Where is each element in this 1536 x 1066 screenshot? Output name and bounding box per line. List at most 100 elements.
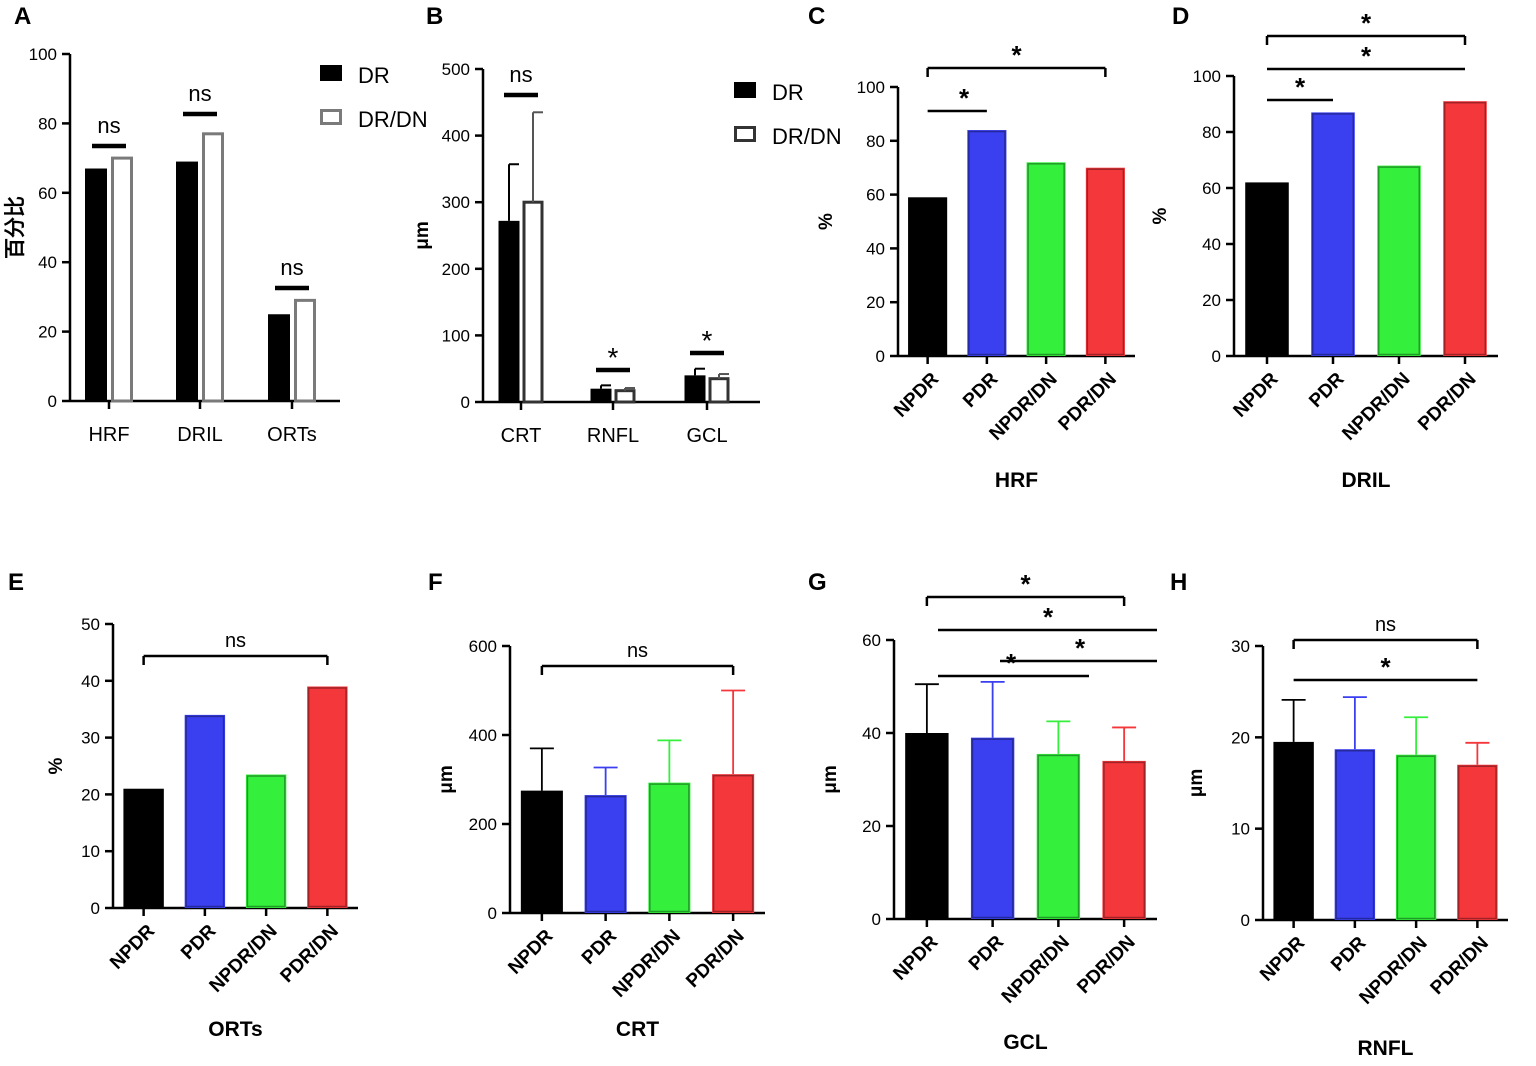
y-tick-label: 30	[1231, 637, 1250, 656]
bar-outline	[968, 130, 1006, 356]
bar-dr-dn	[294, 298, 316, 403]
x-tick-label: HRF	[88, 424, 129, 446]
bar-outline	[1086, 168, 1125, 356]
bar-outline	[1311, 113, 1355, 356]
bar	[1457, 764, 1498, 920]
legend-label: DR	[358, 63, 390, 88]
panel-letter: G	[808, 569, 827, 596]
x-tick-label: CRT	[501, 425, 542, 447]
y-tick-label: 60	[862, 631, 881, 650]
x-tick-label: PDR	[1327, 932, 1370, 975]
bar	[967, 130, 1007, 356]
panel-b: B 0 100 200 300 400 500 μm CRT ns RNFL * GCL * DR DR/DN	[412, 3, 842, 447]
significance-label: ns	[627, 640, 648, 662]
x-tick-label: ORTs	[267, 424, 317, 446]
x-tick-label: NPDR	[889, 931, 942, 984]
y-tick-label: 400	[442, 127, 470, 146]
x-axis-label: CRT	[616, 1018, 659, 1041]
panel-letter: C	[808, 3, 825, 30]
bar-outline	[1457, 765, 1497, 920]
x-tick-label: PDR/DN	[277, 921, 343, 987]
bar	[1377, 165, 1421, 356]
y-tick-label: 0	[461, 393, 470, 412]
bar	[1102, 760, 1146, 919]
x-tick-label: NPDR/DN	[609, 926, 685, 1002]
bar	[184, 714, 226, 908]
x-tick-label: NPDR	[1230, 368, 1283, 421]
y-tick-label: 0	[91, 899, 100, 918]
y-tick-label: 80	[38, 114, 57, 133]
x-tick-label: NPDR	[106, 920, 159, 973]
bar-dr-dn	[111, 156, 133, 403]
bar-outline	[712, 774, 754, 913]
y-tick-label: 100	[857, 78, 885, 97]
y-tick-label: 10	[1231, 820, 1250, 839]
bar-outline	[908, 198, 947, 356]
bar	[648, 782, 691, 913]
y-tick-label: 600	[469, 637, 497, 656]
y-tick-label: 40	[81, 672, 100, 691]
significance-label: *	[1006, 648, 1017, 678]
significance-label: *	[1011, 40, 1022, 70]
y-axis-label: μm	[820, 765, 841, 794]
bar-dr	[590, 388, 612, 402]
y-tick-label: 20	[862, 817, 881, 836]
x-tick-label: PDR	[959, 368, 1002, 411]
legend-swatch-dr	[734, 82, 756, 98]
y-tick-label: 80	[866, 132, 885, 151]
y-tick-label: 40	[38, 253, 57, 272]
bar-outline	[971, 738, 1014, 919]
bar-outline	[521, 791, 563, 913]
bar-dr-dn	[708, 377, 730, 404]
significance-label: ns	[188, 81, 211, 106]
bar-dr	[268, 314, 290, 401]
significance-label: ns	[1375, 614, 1396, 636]
bar-outline	[1245, 183, 1289, 356]
bar	[1334, 749, 1376, 920]
panel-letter: D	[1172, 3, 1189, 30]
bar	[905, 733, 949, 919]
y-tick-label: 20	[866, 293, 885, 312]
x-axis-label: ORTs	[208, 1018, 262, 1041]
y-tick-label: 20	[38, 323, 57, 342]
significance-label: ns	[97, 113, 120, 138]
x-tick-label: RNFL	[587, 425, 639, 447]
y-tick-label: 40	[862, 724, 881, 743]
bar	[307, 686, 348, 908]
x-tick-label: PDR	[578, 925, 621, 968]
x-axis-label: DRIL	[1342, 469, 1391, 492]
panel-letter: F	[428, 569, 443, 596]
y-tick-label: 40	[866, 239, 885, 258]
x-axis-label: HRF	[995, 469, 1038, 492]
bar-outline	[307, 687, 347, 908]
bar-outline	[124, 789, 164, 908]
bar-dr	[498, 220, 520, 402]
y-tick-label: 20	[1231, 728, 1250, 747]
bar-outline	[1103, 761, 1146, 919]
panel-letter: E	[8, 569, 24, 596]
y-axis-label: μm	[436, 765, 457, 794]
x-tick-label: NPDR/DN	[1338, 369, 1414, 445]
y-axis-label: 百分比	[4, 196, 27, 259]
panel-letter: A	[14, 3, 31, 30]
bar	[123, 788, 164, 908]
y-axis-label: μm	[412, 221, 433, 250]
bar	[1273, 741, 1314, 920]
significance-label: *	[1361, 8, 1372, 38]
significance-label: ns	[225, 630, 246, 652]
bar	[1311, 112, 1355, 357]
bar	[1443, 101, 1487, 356]
x-axis-label: GCL	[1003, 1031, 1048, 1054]
bar	[712, 774, 755, 913]
y-tick-label: 400	[469, 726, 497, 745]
bar-outline	[1377, 166, 1421, 356]
y-tick-label: 500	[442, 60, 470, 79]
y-tick-label: 0	[1241, 911, 1250, 930]
y-tick-label: 0	[48, 392, 57, 411]
bar-outline	[1037, 754, 1080, 919]
